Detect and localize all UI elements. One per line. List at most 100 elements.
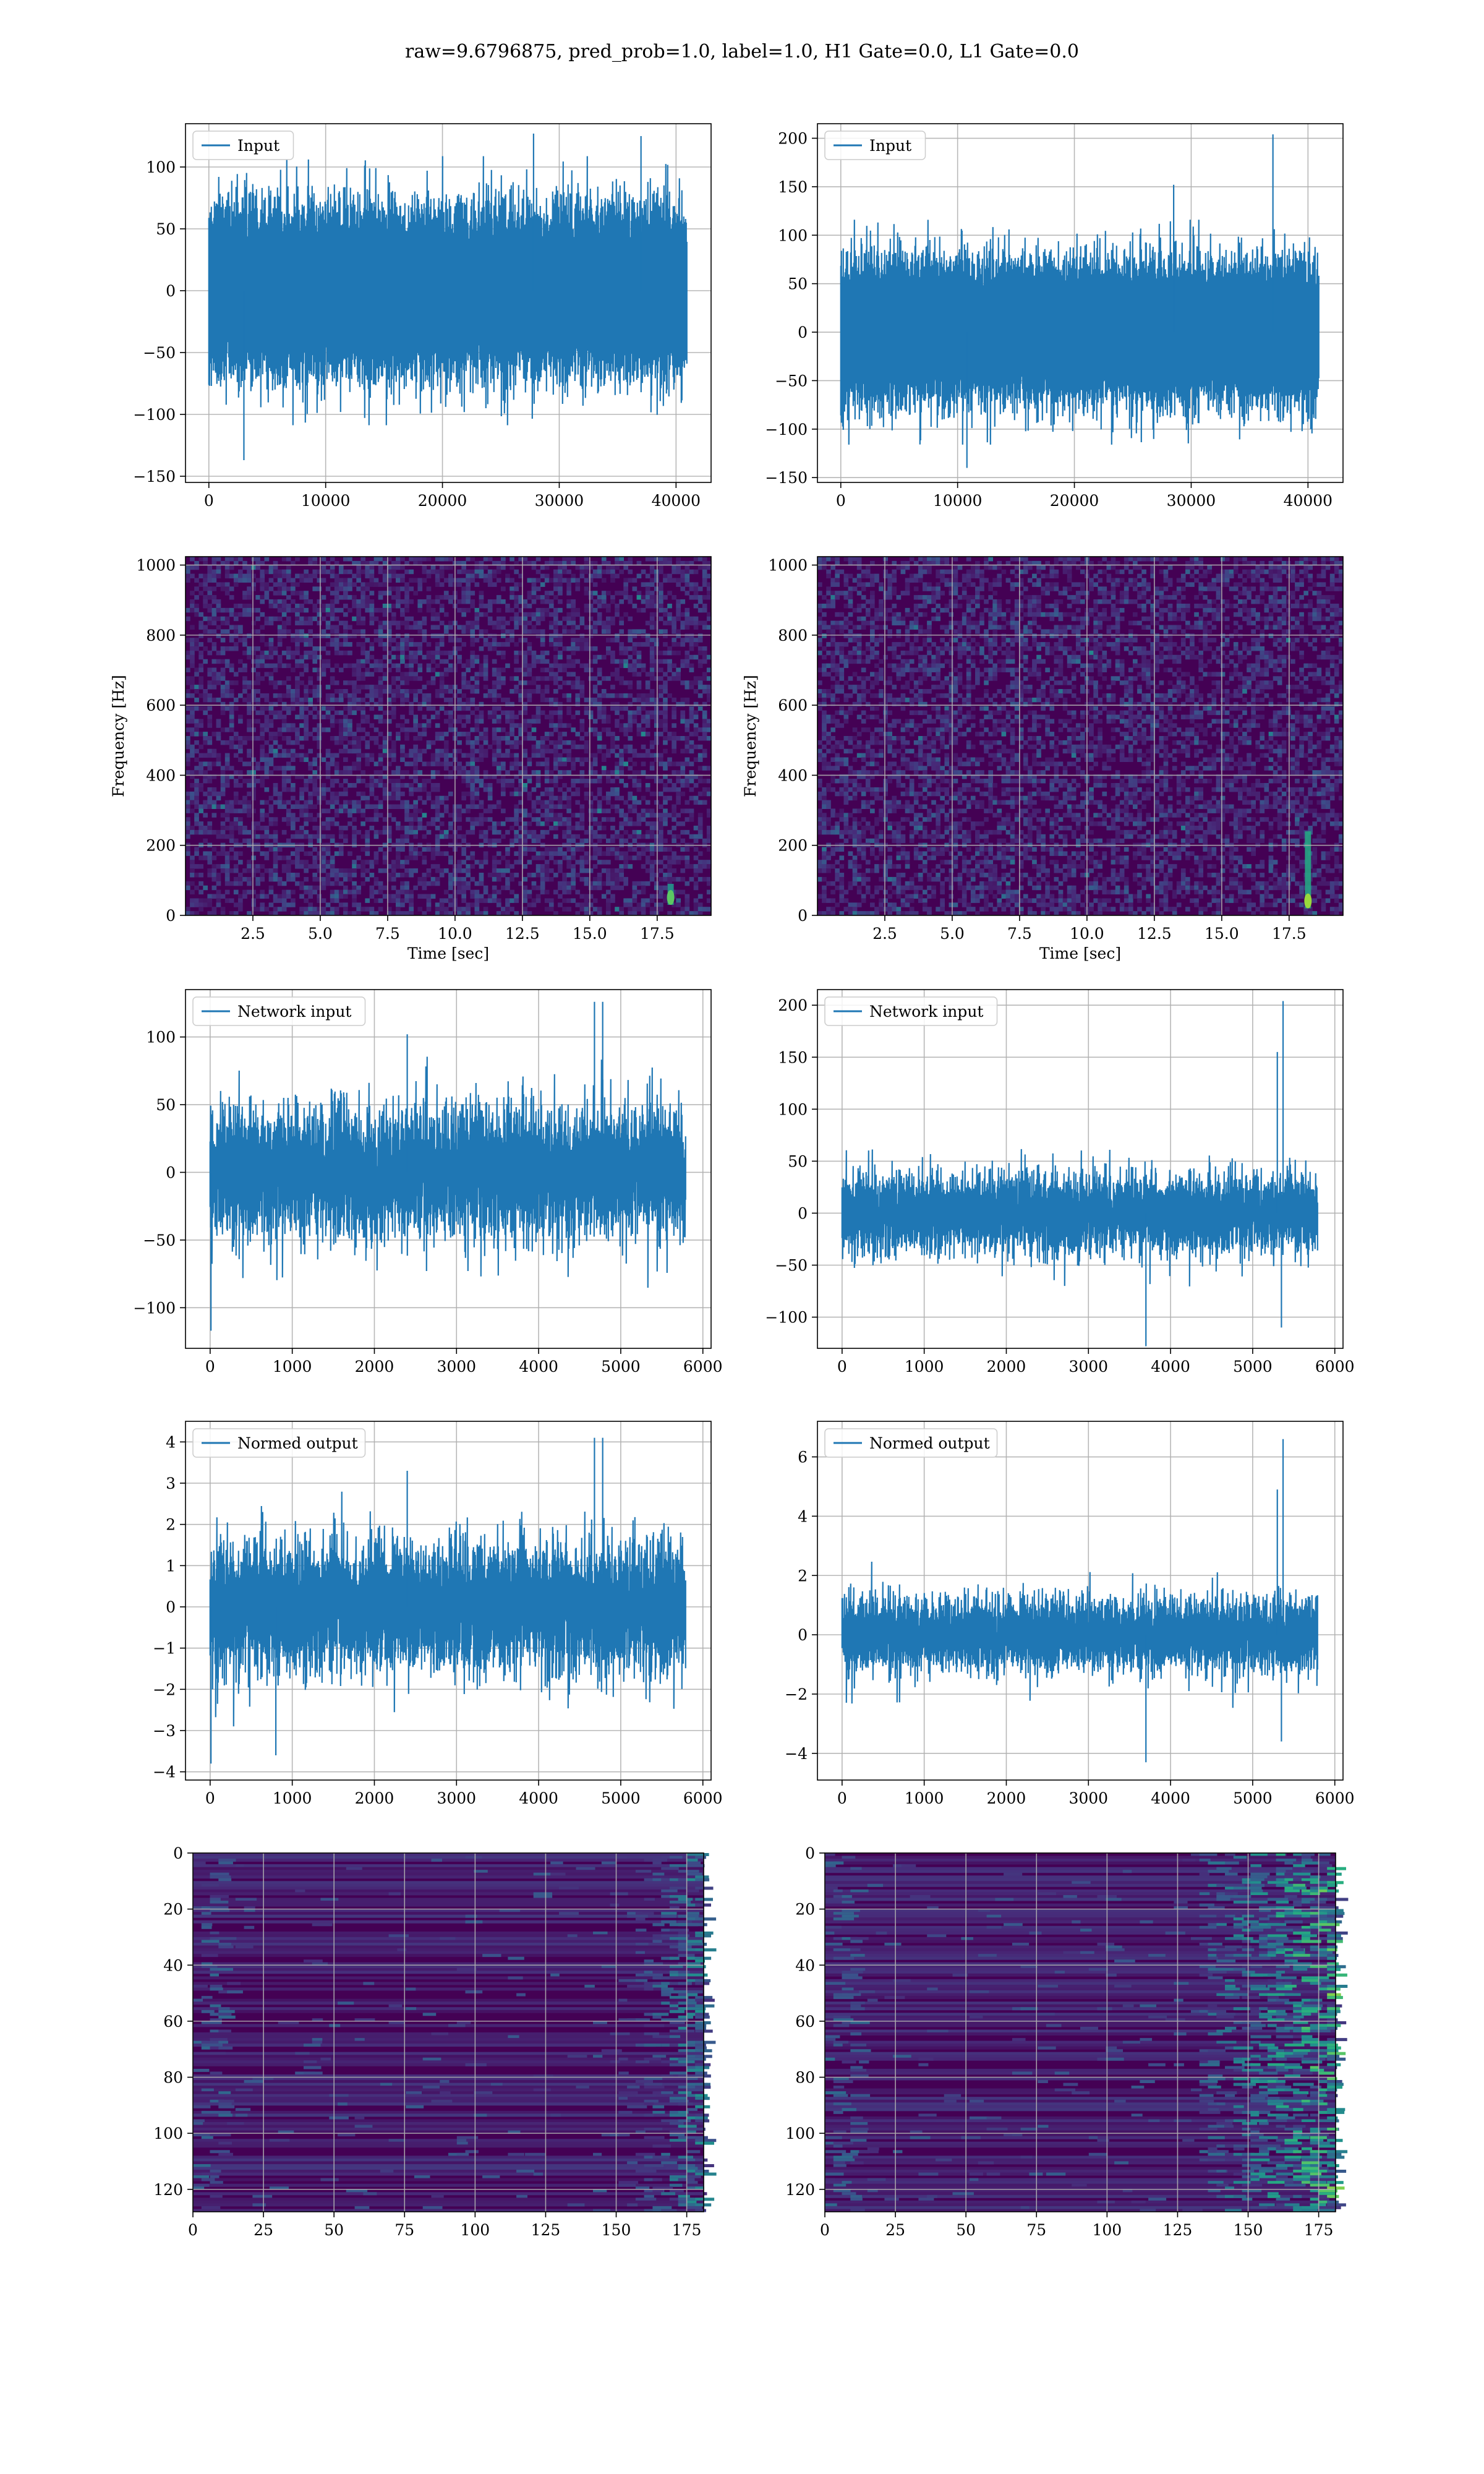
spectrogram-cell <box>487 774 493 779</box>
spectrogram-cell <box>409 889 414 895</box>
spectrogram-cell <box>242 876 247 882</box>
spectrogram-cell <box>588 855 594 860</box>
spectrogram-cell <box>360 659 365 664</box>
spectrogram-cell <box>615 829 620 835</box>
spectrogram-cell <box>352 834 357 839</box>
spectrogram-cell <box>365 607 370 613</box>
spectrogram-cell <box>461 774 466 779</box>
spectrogram-cell <box>470 569 475 575</box>
spectrogram-cell <box>373 770 379 775</box>
spectrogram-cell <box>251 868 256 873</box>
spectrogram-cell <box>510 783 514 788</box>
spectrogram-cell <box>501 642 506 647</box>
spectrogram-cell <box>207 697 213 703</box>
spectrogram-cell <box>356 902 361 907</box>
y-tick-label: 0 <box>166 282 176 300</box>
spectrogram-cell <box>308 676 313 681</box>
spectrogram-cell <box>435 804 440 809</box>
spectrogram-cell <box>404 599 409 604</box>
spectrogram-cell <box>216 633 221 638</box>
spectrogram-cell <box>369 654 375 660</box>
spectrogram-cell <box>203 753 208 758</box>
spectrogram-cell <box>277 625 283 630</box>
spectrogram-cell <box>207 868 213 873</box>
spectrogram-cell <box>649 642 655 647</box>
spectrogram-cell <box>588 616 594 622</box>
spectrogram-cell <box>575 646 581 651</box>
spectrogram-cell <box>281 736 287 741</box>
spectrogram-cell <box>496 838 501 844</box>
spectrogram-cell <box>558 860 563 865</box>
spectrogram-cell <box>584 607 589 613</box>
spectrogram-cell <box>413 697 418 703</box>
spectrogram-cell <box>334 766 339 771</box>
spectrogram-cell <box>382 736 388 741</box>
spectrogram-cell <box>255 766 260 771</box>
spectrogram-cell <box>632 642 638 647</box>
spectrogram-cell <box>487 808 493 813</box>
spectrogram-cell <box>430 821 436 826</box>
spectrogram-cell <box>439 676 445 681</box>
spectrogram-cell <box>360 620 365 626</box>
spectrogram-cell <box>601 753 607 758</box>
spectrogram-cell <box>238 612 243 617</box>
spectrogram-cell <box>198 787 203 792</box>
spectrogram-cell <box>548 723 554 728</box>
spectrogram-cell <box>659 710 663 716</box>
spectrogram-cell <box>373 616 379 622</box>
spectrogram-cell <box>338 791 344 797</box>
spectrogram-cell <box>553 680 558 685</box>
spectrogram-cell <box>264 829 270 835</box>
spectrogram-cell <box>470 676 475 681</box>
spectrogram-cell <box>566 826 571 831</box>
spectrogram-cell <box>663 817 668 822</box>
spectrogram-cell <box>304 911 309 916</box>
spectrogram-cell <box>597 612 602 617</box>
spectrogram-cell <box>645 902 650 907</box>
spectrogram-cell <box>606 774 611 779</box>
spectrogram-cell <box>299 907 304 912</box>
spectrogram-cell <box>233 826 239 831</box>
spectrogram-cell <box>606 889 611 895</box>
spectrogram-cell <box>676 612 681 617</box>
spectrogram-cell <box>579 620 585 626</box>
spectrogram-cell <box>663 642 668 647</box>
spectrogram-cell <box>229 838 234 844</box>
spectrogram-cell <box>378 667 383 672</box>
spectrogram-cell <box>360 834 365 839</box>
spectrogram-cell <box>575 791 581 797</box>
spectrogram-cell <box>224 616 230 622</box>
spectrogram-cell <box>299 604 304 609</box>
spectrogram-cell <box>330 761 335 766</box>
spectrogram-cell <box>299 629 304 634</box>
spectrogram-cell <box>273 894 278 899</box>
spectrogram-cell <box>203 659 208 664</box>
spectrogram-cell <box>382 607 388 613</box>
spectrogram-cell <box>224 898 230 903</box>
spectrogram-cell <box>400 911 405 916</box>
spectrogram-cell <box>672 813 676 818</box>
spectrogram-cell <box>597 573 602 579</box>
spectrogram-cell <box>404 680 409 685</box>
spectrogram-cell <box>321 847 326 852</box>
spectrogram-cell <box>510 616 514 622</box>
spectrogram-cell <box>474 902 480 907</box>
spectrogram-cell <box>277 654 283 660</box>
spectrogram-cell <box>522 885 528 891</box>
spectrogram-cell <box>352 663 357 669</box>
spectrogram-cell <box>348 821 352 826</box>
spectrogram-cell <box>610 578 615 583</box>
spectrogram-cell <box>295 727 300 732</box>
spectrogram-cell <box>584 569 589 575</box>
spectrogram-cell <box>404 894 409 899</box>
spectrogram-cell <box>443 911 449 916</box>
spectrogram-cell <box>610 834 615 839</box>
spectrogram-cell <box>369 757 375 762</box>
spectrogram-cell <box>190 646 195 651</box>
spectrogram-cell <box>667 757 672 762</box>
spectrogram-cell <box>194 911 199 916</box>
spectrogram-cell <box>615 873 620 878</box>
spectrogram-cell <box>597 701 602 707</box>
spectrogram-cell <box>501 599 506 604</box>
spectrogram-cell <box>391 795 396 801</box>
